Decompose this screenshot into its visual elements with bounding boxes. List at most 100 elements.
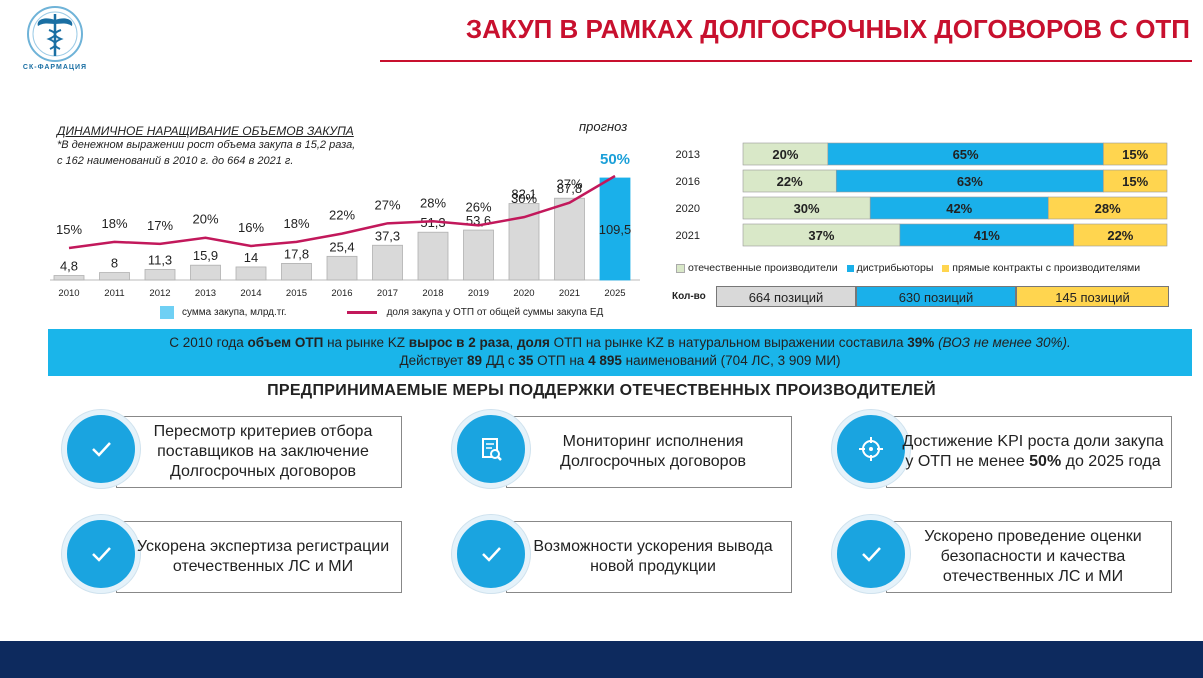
bar — [144, 269, 176, 281]
legend-swatch-line — [346, 311, 377, 314]
banner-line-2: Действует 89 ДД с 35 ОТП на 4 895 наимен… — [48, 352, 1192, 370]
x-tick-label: 2025 — [604, 288, 625, 299]
card-frame — [506, 416, 792, 488]
line-value-label: 37% — [556, 177, 582, 192]
x-tick-label: 2013 — [195, 288, 216, 299]
measures-title: ПРЕДПРИНИМАЕМЫЕ МЕРЫ ПОДДЕРЖКИ ОТЕЧЕСТВЕ… — [267, 382, 936, 399]
legend-label-domestic: отечественные производители — [688, 262, 838, 274]
measure-text: Мониторинг исполнения Долгосрочных догов… — [560, 433, 746, 470]
bar — [53, 275, 85, 281]
bar — [190, 264, 221, 281]
card-frame — [506, 521, 792, 593]
legend-swatch-bars — [160, 306, 174, 319]
bar-value-label: 4,8 — [60, 259, 78, 274]
bar-value-label: 14 — [244, 250, 258, 265]
bar — [281, 263, 312, 281]
measure-card: Возможности ускорения вывода новой проду… — [452, 515, 792, 595]
count-cell-direct: 145 позиций — [1016, 286, 1169, 307]
legend-label-distributors: дистрибьюторы — [856, 262, 934, 274]
segment-value-label: 65% — [953, 147, 979, 162]
forecast-label: прогноз — [579, 119, 628, 134]
y-tick-label: 2020 — [676, 203, 700, 215]
y-tick-label: 2016 — [676, 176, 700, 188]
count-label: Кол-во — [672, 291, 706, 302]
bar — [99, 272, 130, 281]
banner-text: , — [509, 335, 517, 350]
legend-label-bars: сумма закупа, млрд.тг. — [182, 307, 287, 319]
legend-label-line: доля закупа у ОТП от общей суммы закупа … — [386, 307, 604, 319]
check-icon — [452, 515, 530, 593]
banner-text-italic: (ВОЗ не менее 30%). — [934, 335, 1071, 350]
segment-value-label: 42% — [946, 201, 972, 216]
x-tick-label: 2015 — [286, 288, 307, 299]
segment-value-label: 30% — [794, 201, 820, 216]
bar-value-label: 15,9 — [193, 248, 218, 263]
bar — [235, 266, 267, 281]
document-search-icon — [452, 410, 530, 488]
page-title: ЗАКУП В РАМКАХ ДОЛГОСРОЧНЫХ ДОГОВОРОВ С … — [465, 14, 1190, 44]
measure-text: Пересмотр критериев отбора поставщиков н… — [153, 423, 373, 480]
stack-segment — [1103, 142, 1168, 166]
line-value-label: 22% — [329, 208, 355, 223]
bar-value-label: 25,4 — [329, 239, 354, 254]
caduceus-logo-icon — [27, 6, 83, 62]
bar — [372, 244, 403, 281]
segment-value-label: 63% — [957, 174, 983, 189]
measure-card: Достижение KPI роста доли закупа у ОТП н… — [832, 410, 1172, 490]
legend-label-direct: прямые контракты с производителями — [952, 262, 1141, 274]
bar — [326, 255, 358, 281]
bar-value-label: 17,8 — [284, 246, 309, 261]
segment-value-label: 22% — [777, 174, 803, 189]
banner-text-bold: объем ОТП — [247, 335, 324, 350]
banner-text: наименований (704 ЛС, 3 909 МИ) — [621, 353, 841, 368]
bar — [463, 229, 494, 281]
line-value-label: 27% — [374, 197, 400, 212]
count-cell-domestic: 664 позиций — [716, 286, 856, 307]
line-value-label: 18% — [283, 216, 309, 231]
segment-value-label: 41% — [974, 228, 1000, 243]
card-frame — [116, 416, 402, 488]
bar — [599, 177, 631, 281]
banner-text-bold: доля — [516, 335, 550, 350]
left-chart-title: ДИНАМИЧНОЕ НАРАЩИВАНИЕ ОБЪЕМОВ ЗАКУПА — [57, 124, 354, 138]
measure-text-bold: 50% — [1029, 453, 1062, 470]
bar — [417, 231, 449, 281]
segment-value-label: 15% — [1122, 147, 1148, 162]
measure-card: Ускорена экспертиза регистрации отечеств… — [62, 515, 402, 595]
bar-value-label: 8 — [111, 256, 118, 271]
banner-text-bold: 35 — [518, 353, 534, 368]
measure-card: Мониторинг исполнения Долгосрочных догов… — [452, 410, 792, 490]
segment-value-label: 37% — [808, 228, 834, 243]
count-cell-distributors: 630 позиций — [856, 286, 1016, 307]
measure-text-part: Достижение KPI роста доли закупа у ОТП н… — [902, 433, 1164, 470]
banner-text-bold: 4 895 — [588, 353, 622, 368]
banner-text: ОТП на рынке KZ в натуральном выражении … — [549, 335, 908, 350]
footer-bar — [0, 641, 1203, 678]
legend-swatch-direct — [942, 264, 950, 272]
legend-swatch-domestic — [676, 263, 685, 273]
measure-text-part: до 2025 года — [1061, 453, 1161, 470]
y-tick-label: 2021 — [676, 230, 700, 242]
right-chart-legend: отечественные производители дистрибьютор… — [676, 262, 1140, 274]
bar-value-label: 37,3 — [375, 228, 400, 243]
legend-swatch-distributors — [846, 264, 854, 272]
purchase-volume-chart: 4,8 2010 8 2011 11,3 2012 15,9 2013 14 2014 17,8 20… — [50, 151, 640, 299]
banner-text: ОТП на — [533, 353, 589, 368]
card-frame — [886, 521, 1172, 593]
segment-value-label: 28% — [1095, 201, 1121, 216]
supplier-structure-chart: 2013 20% 65% 15% 2016 22% 63% 15% 2020 30% 42% 28% 2… — [676, 142, 1168, 247]
measure-text: Возможности ускорения вывода новой проду… — [533, 538, 773, 575]
banner-text: на рынке KZ — [323, 335, 409, 350]
measure-text: Достижение KPI роста доли закупа у ОТП н… — [898, 416, 1168, 488]
banner-text-bold: вырос в 2 раза — [408, 335, 510, 350]
y-tick-label: 2013 — [676, 149, 700, 161]
bar-value-label: 109,5 — [599, 222, 632, 237]
logo-text: СК-ФАРМАЦИЯ — [22, 64, 88, 71]
x-tick-label: 2012 — [149, 288, 170, 299]
title-underline — [380, 60, 1192, 62]
x-tick-label: 2021 — [559, 288, 580, 299]
line-value-label: 15% — [56, 222, 82, 237]
banner-text: С 2010 года — [169, 335, 248, 350]
bar-value-label: 51,3 — [420, 215, 445, 230]
card-frame — [886, 416, 1172, 488]
